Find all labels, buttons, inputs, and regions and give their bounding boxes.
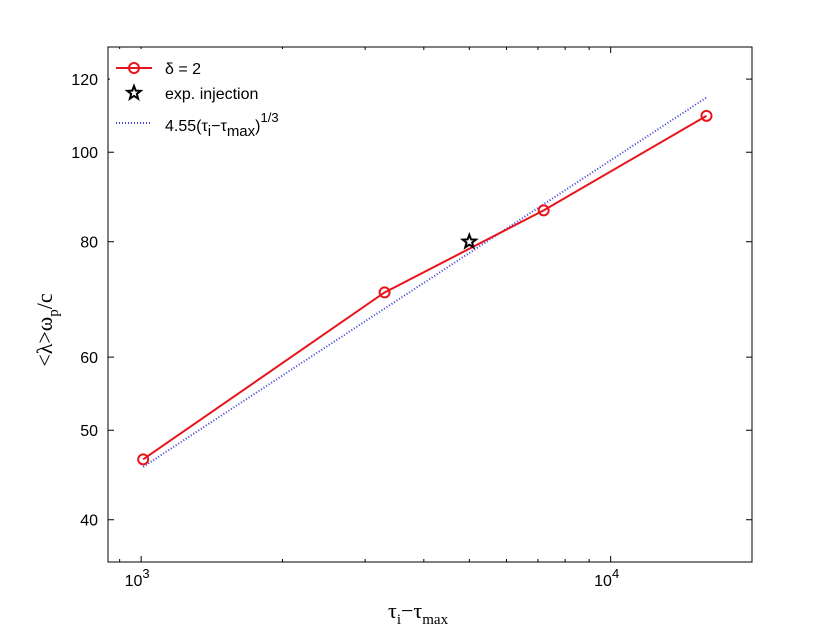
series-layer: [137, 96, 713, 468]
x-tick-label: 104: [594, 566, 619, 590]
legend-label-delta: δ = 2: [165, 61, 201, 78]
fit-line: [142, 96, 708, 468]
y-tick-label: 100: [71, 145, 98, 162]
delta-point: [537, 204, 550, 217]
legend-marker-star: [124, 83, 144, 101]
y-tick-label: 50: [80, 423, 98, 440]
delta-point: [378, 286, 391, 299]
x-axis-label: τi−τmax: [388, 598, 449, 628]
y-axis-label: <λ>ωp/c: [32, 293, 62, 367]
x-tick-label: 103: [125, 566, 150, 590]
legend-marker-delta: [128, 62, 140, 74]
y-tick-label: 40: [80, 513, 98, 530]
injection-point: [459, 231, 479, 250]
legend-label-injection: exp. injection: [165, 86, 258, 103]
legend-label-fit: 4.55(τi−τmax)1/3: [165, 110, 279, 140]
y-tick-label: 60: [80, 350, 98, 367]
legend: δ = 2 exp. injection 4.55(τi−τmax)1/3: [110, 49, 285, 144]
y-tick-label: 120: [71, 72, 98, 89]
ticks: 40 50 60 80 100 120 103 104: [71, 47, 753, 590]
delta-line: [142, 114, 708, 461]
y-tick-label: 80: [80, 235, 98, 252]
delta-point: [137, 453, 150, 466]
legend-box: [110, 49, 285, 144]
delta-point: [700, 109, 713, 122]
